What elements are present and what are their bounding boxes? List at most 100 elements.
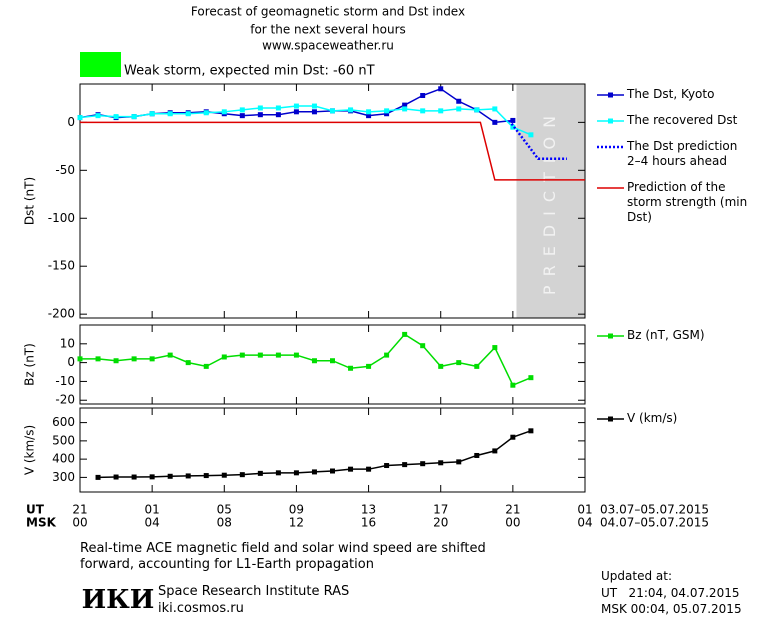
point [492,345,498,351]
legend-marker [608,92,613,98]
x2-tick-label: 12 [289,516,304,530]
series-line [80,333,532,387]
title-line: Forecast of geomagnetic storm and Dst in… [191,5,465,19]
y-tick-label: 500 [52,433,75,447]
point [402,102,408,108]
point [402,106,408,112]
y-tick-label: -100 [48,211,75,225]
point [275,112,281,118]
y-tick-label: 300 [52,470,75,484]
point [293,103,299,109]
x-tick-label: 21 [72,503,87,517]
point [510,117,516,123]
point [366,363,372,369]
point [239,107,245,113]
y-tick-label: 10 [60,336,75,350]
updated-line: UT 21:04, 04.07.2015 [601,586,740,600]
x2-dates: 04.07–05.07.2015 [600,516,709,530]
y-axis-label: V (km/s) [23,425,37,475]
point [420,461,426,467]
legend-label: The recovered Dst [627,113,738,127]
x2-tick-label: 08 [217,516,232,530]
point [257,470,263,476]
legend-icon [597,416,624,422]
y-axis-label: Dst (nT) [23,177,37,225]
point [366,109,372,115]
point [420,108,426,114]
point [492,106,498,112]
legend-icon [597,92,624,98]
point [330,468,335,474]
point [474,363,480,369]
point [510,382,516,388]
point [275,105,281,111]
point [113,474,119,480]
point [528,375,534,381]
point [492,448,498,454]
point [330,108,335,114]
legend-label: Bz (nT, GSM) [627,328,705,342]
point [95,113,101,119]
point [384,111,390,117]
x-axis-label: UT [26,503,45,517]
y-tick-label: -20 [55,393,75,407]
x-dates: 03.07–05.07.2015 [600,503,709,517]
x-tick-label: 17 [433,503,448,517]
point [348,107,354,113]
point [131,114,137,120]
institute: Space Research Institute RAS [158,584,350,599]
point [95,474,101,480]
x-tick-label: 01 [577,503,592,517]
x2-axis-label: MSK [26,516,57,530]
point [293,352,299,358]
point [239,113,245,119]
legend-label: V (km/s) [627,411,678,425]
point [438,460,444,466]
y-tick-label: 0 [67,355,75,369]
point [239,472,245,478]
point [221,109,227,115]
point [311,358,317,364]
point [95,356,101,362]
legend-marker [608,416,613,422]
point [221,472,227,478]
note-line: Real-time ACE magnetic field and solar w… [80,541,486,556]
url: iki.cosmos.ru [158,601,244,616]
legend-icon [597,145,624,149]
point [293,470,299,476]
point [203,363,209,369]
point [330,358,335,364]
point [203,473,209,479]
point [456,459,462,465]
point [113,358,119,364]
note-line: forward, accounting for L1-Earth propaga… [80,557,374,572]
x2-tick-label: 00 [72,516,87,530]
legend: The Dst, Kyoto The recovered Dst The Dst p… [597,87,757,236]
x-tick-label: 09 [289,503,304,517]
y-tick-label: -200 [48,307,75,321]
point [185,360,191,366]
point [113,114,119,120]
y-tick-label: 400 [52,452,75,466]
point [348,365,354,371]
y-tick-label: -10 [55,374,75,388]
point [474,452,480,458]
legend-icon [597,118,624,124]
point [167,473,173,479]
point [257,352,263,358]
point [275,352,281,358]
point [77,356,83,362]
y-tick-label: 600 [52,415,75,429]
legend-marker [608,333,613,339]
point [438,86,444,92]
logo: ИКИ [82,585,155,615]
legend-entry: V (km/s) [597,411,757,426]
point [149,356,155,362]
legend-label: The Dst prediction 2–4 hours ahead [627,139,738,168]
point [456,106,462,112]
point [348,466,354,472]
point [492,119,498,125]
point [474,107,480,113]
point [293,109,299,115]
